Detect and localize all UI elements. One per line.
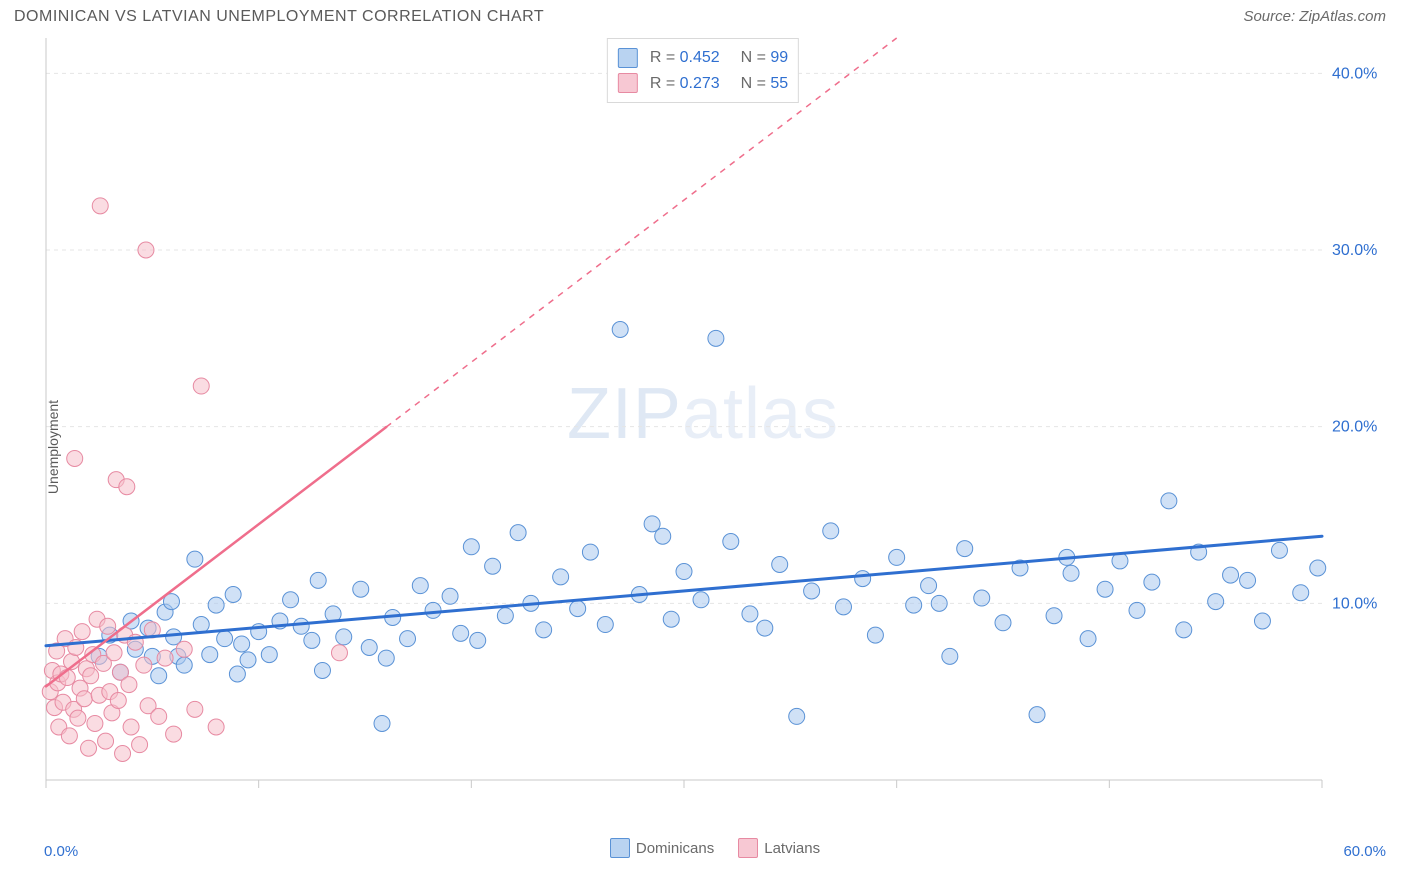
svg-text:20.0%: 20.0% [1332, 419, 1377, 436]
legend-label: Latvians [764, 840, 820, 857]
legend-row-latvians: R = 0.273 N = 55 [618, 71, 788, 97]
swatch-latvians [738, 838, 758, 858]
correlation-legend: R = 0.452 N = 99 R = 0.273 N = 55 [607, 38, 799, 103]
legend-n-value: 55 [770, 75, 788, 92]
swatch-dominicans [610, 838, 630, 858]
legend-r-value: 0.273 [680, 75, 720, 92]
source-label: Source: ZipAtlas.com [1243, 8, 1386, 25]
legend-r-label: R = 0.452 [650, 45, 720, 71]
chart-header: DOMINICAN VS LATVIAN UNEMPLOYMENT CORREL… [0, 0, 1406, 32]
legend-item-dominicans: Dominicans [610, 838, 714, 858]
svg-text:10.0%: 10.0% [1332, 595, 1377, 612]
legend-item-latvians: Latvians [738, 838, 820, 858]
legend-r-value: 0.452 [680, 49, 720, 66]
legend-n-value: 99 [770, 49, 788, 66]
scatter-plot: 10.0% 20.0% 30.0% 40.0% [40, 32, 1390, 822]
chart-area: Unemployment ZIPatlas 10.0%20.0%30.0%40.… [0, 32, 1406, 862]
swatch-dominicans [618, 48, 638, 68]
legend-label: Dominicans [636, 840, 714, 857]
svg-text:40.0%: 40.0% [1332, 65, 1377, 82]
legend-row-dominicans: R = 0.452 N = 99 [618, 45, 788, 71]
legend-n-label: N = 99 [732, 45, 788, 71]
legend-n-label: N = 55 [732, 71, 788, 97]
svg-text:30.0%: 30.0% [1332, 242, 1377, 259]
swatch-latvians [618, 73, 638, 93]
legend-r-label: R = 0.273 [650, 71, 720, 97]
series-legend: Dominicans Latvians [40, 838, 1390, 862]
chart-title: DOMINICAN VS LATVIAN UNEMPLOYMENT CORREL… [14, 8, 544, 26]
